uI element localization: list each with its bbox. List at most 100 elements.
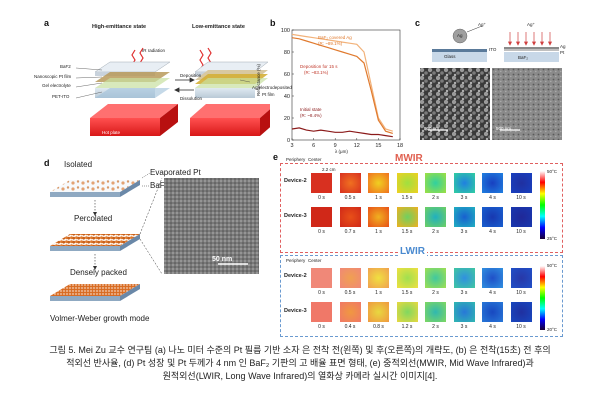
x-tick-label: 3 (290, 143, 293, 149)
tile-time-label: 0 s (318, 195, 325, 201)
c-pt-right-label: Pt (560, 50, 565, 55)
growth-mode-label: Volmer-Weber growth mode (50, 314, 150, 323)
y-tick-label: 100 (281, 28, 290, 34)
panel-d-letter: d (44, 158, 50, 168)
tile-time-label: 0 s (318, 229, 325, 235)
y-tick-label: 0 (287, 138, 290, 144)
thermal-tile (452, 206, 476, 228)
lwir-device2-label: Device-2 (284, 273, 307, 279)
high-emittance-title: High-emittance state (92, 24, 147, 30)
tile-time-label: 0 s (318, 290, 325, 296)
mwir-size-label: 2.2 cm (322, 167, 336, 172)
tile-time-label: 10 s (516, 290, 526, 296)
figure-caption: 그림 5. Mei Zu 교수 연구팀 (a) 나노 미터 수준의 Pt 필름 … (40, 344, 560, 383)
thermal-tile (338, 267, 362, 289)
layer-pt-label: Nanoscopic Pt film (34, 74, 72, 79)
c-ito-label: ITO (489, 47, 497, 52)
lwir-scale-max: 50°C (547, 263, 558, 268)
lwir-device3-label: Device-3 (284, 308, 307, 314)
thermal-tile (367, 301, 390, 323)
thermal-tile (481, 206, 504, 228)
mwir-scale-min: 25°C (547, 236, 558, 241)
x-tick-label: 12 (354, 143, 360, 149)
panel-a-letter: a (44, 18, 50, 28)
thermal-tile (509, 267, 533, 289)
annotation-dep: Deposition for 15 s (300, 64, 338, 69)
tile-time-label: 4 s (489, 195, 496, 201)
layer-gel-label: Gel electrolyte (42, 83, 71, 88)
thermal-tile (395, 267, 419, 289)
y-axis-label: Reflectance (%) (256, 63, 261, 96)
percolated-label: Percolated (74, 214, 113, 223)
tile-time-label: 2 s (432, 290, 439, 296)
thermal-tile (310, 301, 333, 323)
annotation-init: Initial state (300, 107, 322, 112)
thermal-tile (338, 301, 362, 323)
x-tick-label: 15 (375, 143, 381, 149)
sem-image-right (492, 68, 562, 140)
x-tick-label: 18 (397, 143, 403, 149)
pt-film-label: Pt film (262, 92, 275, 97)
series-line-1 (291, 37, 393, 134)
tile-time-label: 4 s (489, 290, 496, 296)
thermal-tile (424, 267, 447, 289)
evaporated-pt-label: Evaporated Pt (150, 168, 201, 177)
thermal-tile (509, 206, 533, 228)
mwir-device2-label: Device-2 (284, 178, 307, 184)
thermal-tile (338, 206, 362, 228)
tile-time-label: 3 s (460, 229, 468, 235)
mwir-periphery-label: Periphery (286, 157, 306, 162)
c-ag-label: Ag (457, 33, 463, 38)
tile-time-label: 10 s (516, 195, 526, 201)
thermal-tile (395, 172, 419, 194)
tile-time-label: 0.7 s (344, 229, 356, 235)
tile-time-label: 2 s (432, 324, 439, 330)
caption-line-1: 그림 5. Mei Zu 교수 연구팀 (a) 나노 미터 수준의 Pt 필름 … (49, 345, 551, 355)
panel-d-schematic (50, 172, 259, 301)
thermal-tile (424, 301, 447, 323)
annotation-init-r: (R: ~8.4%) (300, 113, 322, 118)
reflectance-chart: 3 6 9 12 15 18 0 20 40 60 80 100 (281, 28, 403, 149)
tile-time-label: 10 s (516, 229, 526, 235)
plot-frame (291, 29, 401, 141)
mwir-color-scale (540, 171, 545, 239)
c-ag-ion-label: Ag⁺ (478, 22, 486, 27)
lwir-periphery-label: Periphery (286, 258, 306, 263)
lwir-title: LWIR (398, 246, 427, 257)
thermal-tile (424, 172, 447, 194)
thermal-tile (452, 301, 476, 323)
thermal-tile (481, 267, 504, 289)
thermal-tile (509, 301, 533, 323)
c-baf2-label: BaF₂ (518, 55, 528, 60)
lwir-center-label: Center (308, 258, 322, 263)
mwir-center-label: Center (308, 157, 322, 162)
annotation-dep-r: (R: ~83.1%) (304, 70, 329, 75)
tile-time-label: 0.4 s (344, 324, 356, 330)
tile-time-label: 0 s (318, 324, 325, 330)
mwir-title: MWIR (395, 153, 423, 164)
low-emittance-title: Low-emittance state (192, 24, 245, 30)
thermal-tile (338, 172, 362, 194)
tile-time-label: 0.5 s (344, 195, 356, 201)
x-tick-label: 9 (334, 143, 337, 149)
annotation-ag-r: (R: ~89.1%) (318, 41, 343, 46)
right-stack (190, 61, 270, 136)
tile-time-label: 1.5 s (401, 229, 413, 235)
x-axis-label: λ (μm) (335, 149, 348, 154)
thermal-tile (367, 172, 390, 194)
tile-time-label: 1 s (375, 229, 382, 235)
thermal-tile (367, 206, 390, 228)
tile-time-label: 1.2 s (401, 324, 413, 330)
isolated-label: Isolated (64, 160, 93, 169)
c-ag-right-label: Ag (560, 44, 566, 49)
thermal-tile (367, 267, 390, 289)
tile-time-label: 4 s (489, 324, 496, 330)
hot-plate-label: Hot plate (102, 130, 121, 135)
tile-time-label: 0.5 s (344, 290, 356, 296)
sem-image-left (420, 68, 490, 140)
densely-packed-label: Densely packed (70, 268, 127, 277)
panel-b-letter: b (270, 18, 276, 28)
tile-time-label: 1 s (375, 290, 382, 296)
dissolution-label: Dissolution (180, 96, 203, 101)
layer-baf2-label: BaF2 (60, 64, 71, 69)
